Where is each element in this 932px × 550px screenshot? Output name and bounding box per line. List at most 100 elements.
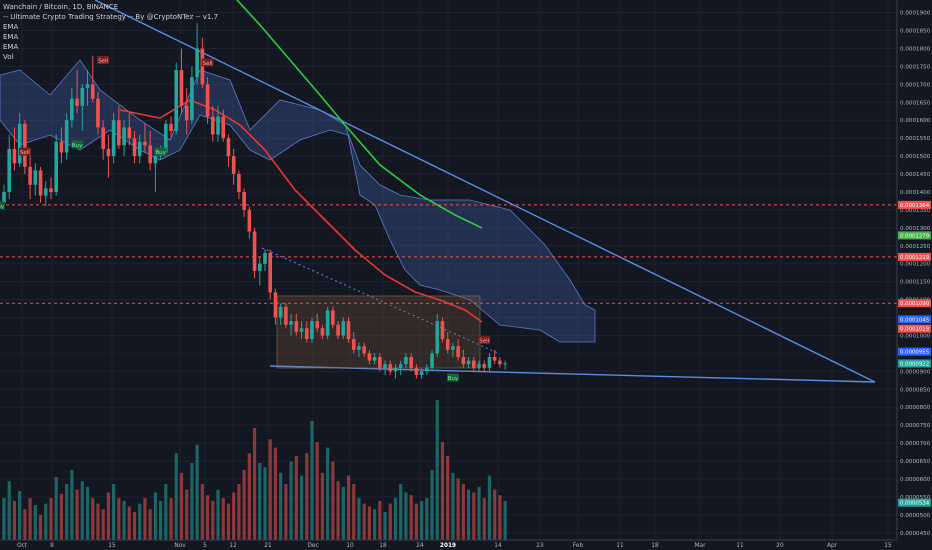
volume-bar xyxy=(367,506,371,540)
signal-label: Sell xyxy=(98,58,108,64)
time-tick-label: Dec xyxy=(307,543,318,549)
candle-body xyxy=(284,306,288,325)
volume-bar xyxy=(33,505,37,540)
volume-bar xyxy=(373,509,377,540)
candle-body xyxy=(498,360,502,365)
price-marker-bg xyxy=(898,315,931,324)
volume-bar xyxy=(205,495,210,540)
candle-body xyxy=(378,357,382,368)
volume-bar xyxy=(383,512,387,540)
buy-signal: Buy xyxy=(446,373,459,382)
volume-bar xyxy=(305,453,309,540)
signal-box xyxy=(154,147,167,156)
volume-bar xyxy=(315,442,319,540)
volume-bar xyxy=(91,498,95,540)
price-marker-bg xyxy=(898,252,931,261)
candle-body xyxy=(425,367,429,372)
candle-body xyxy=(242,191,246,210)
time-tick-label: 18 xyxy=(379,543,387,549)
candle-body xyxy=(85,84,90,88)
volume-bar xyxy=(289,461,293,540)
signal-label: Buy xyxy=(0,204,5,210)
signal-box xyxy=(478,335,491,344)
candle-body xyxy=(315,321,319,329)
volume-bar xyxy=(12,500,17,540)
candle-body xyxy=(122,127,126,146)
volume-bar xyxy=(211,500,215,540)
volume-bar xyxy=(164,484,168,540)
volume-bar xyxy=(357,498,361,540)
time-tick-label: 12 xyxy=(229,543,237,549)
volume-bar xyxy=(472,492,476,540)
volume-bar xyxy=(169,498,173,540)
price-tick-label: 0.0001150 xyxy=(900,280,931,286)
candle-body xyxy=(237,174,241,192)
volume-bar xyxy=(226,503,231,540)
price-tick-label: 0.0001550 xyxy=(900,136,931,142)
legend-ema-1: EMA xyxy=(3,23,19,31)
price-tick-label: 0.0001400 xyxy=(900,190,931,196)
candle-body xyxy=(117,120,121,146)
volume-bar xyxy=(284,484,288,540)
candle-body xyxy=(263,252,267,264)
price-tick-label: 0.0000750 xyxy=(900,423,931,429)
volume-bar xyxy=(190,463,194,540)
candle-body xyxy=(472,360,476,368)
volume-bar xyxy=(252,428,257,540)
volume-bar xyxy=(362,503,366,540)
candle-body xyxy=(341,321,346,336)
volume-bar xyxy=(127,506,131,540)
candle-body xyxy=(336,324,340,336)
time-tick-label: 23 xyxy=(536,543,544,549)
candle-body xyxy=(75,98,79,106)
signal-label: Buy xyxy=(155,150,166,156)
volume-bar xyxy=(23,509,27,540)
volume-bar xyxy=(331,461,335,540)
signal-label: Buy xyxy=(72,143,83,149)
volume-bar xyxy=(299,475,304,540)
volume-bar xyxy=(487,475,492,540)
candle-body xyxy=(445,339,450,350)
legend-strategy: -- Ultimate Crypto Trading Strategy -- B… xyxy=(3,13,219,21)
candle-body xyxy=(252,231,257,271)
price-axis: 0.0001900 0.0001850 0.0001800 0.0001750 0.00… xyxy=(896,0,932,550)
price-tick-label: 0.0001650 xyxy=(900,100,931,106)
candle-body xyxy=(211,116,215,135)
candle-body xyxy=(435,321,440,354)
candle-body xyxy=(179,69,184,106)
signal-label: Sell xyxy=(20,150,30,156)
time-tick-label: Mar xyxy=(695,543,707,549)
candle-body xyxy=(482,364,487,368)
price-marker-bg xyxy=(898,324,931,333)
signal-box xyxy=(71,140,84,149)
buy-signal: Buy xyxy=(0,201,5,210)
chart-legend: Wanchain / Bitcoin, 1D, BINANCE -- Ultim… xyxy=(3,2,218,62)
legend-ema-3: EMA xyxy=(3,43,19,51)
volume-bar xyxy=(221,498,225,540)
candle-body xyxy=(153,156,158,164)
volume-bar xyxy=(28,498,32,540)
price-marker-label: 0.0001219 xyxy=(900,255,930,261)
time-tick-label: 15 xyxy=(108,543,116,549)
volume-bar xyxy=(493,489,497,540)
signal-box xyxy=(97,55,110,64)
volume-bar xyxy=(7,481,11,540)
buy-signal: Buy xyxy=(154,147,167,156)
price-tick-label: 0.0000450 xyxy=(900,531,931,537)
volume-bar xyxy=(200,484,204,540)
volume-bar xyxy=(242,470,246,540)
candle-body xyxy=(17,123,22,164)
candle-body xyxy=(64,120,69,153)
ema-red-line xyxy=(119,99,483,323)
time-tick-label: 10 xyxy=(346,543,354,549)
time-tick-label: Oct xyxy=(17,543,28,549)
time-tick-label: 18 xyxy=(651,543,659,549)
volume-bar xyxy=(310,421,314,540)
price-axis-bg xyxy=(897,0,932,550)
candle-body xyxy=(461,357,466,365)
candle-body xyxy=(419,371,424,375)
volume-bar xyxy=(378,500,382,540)
volume-bar xyxy=(326,447,330,540)
